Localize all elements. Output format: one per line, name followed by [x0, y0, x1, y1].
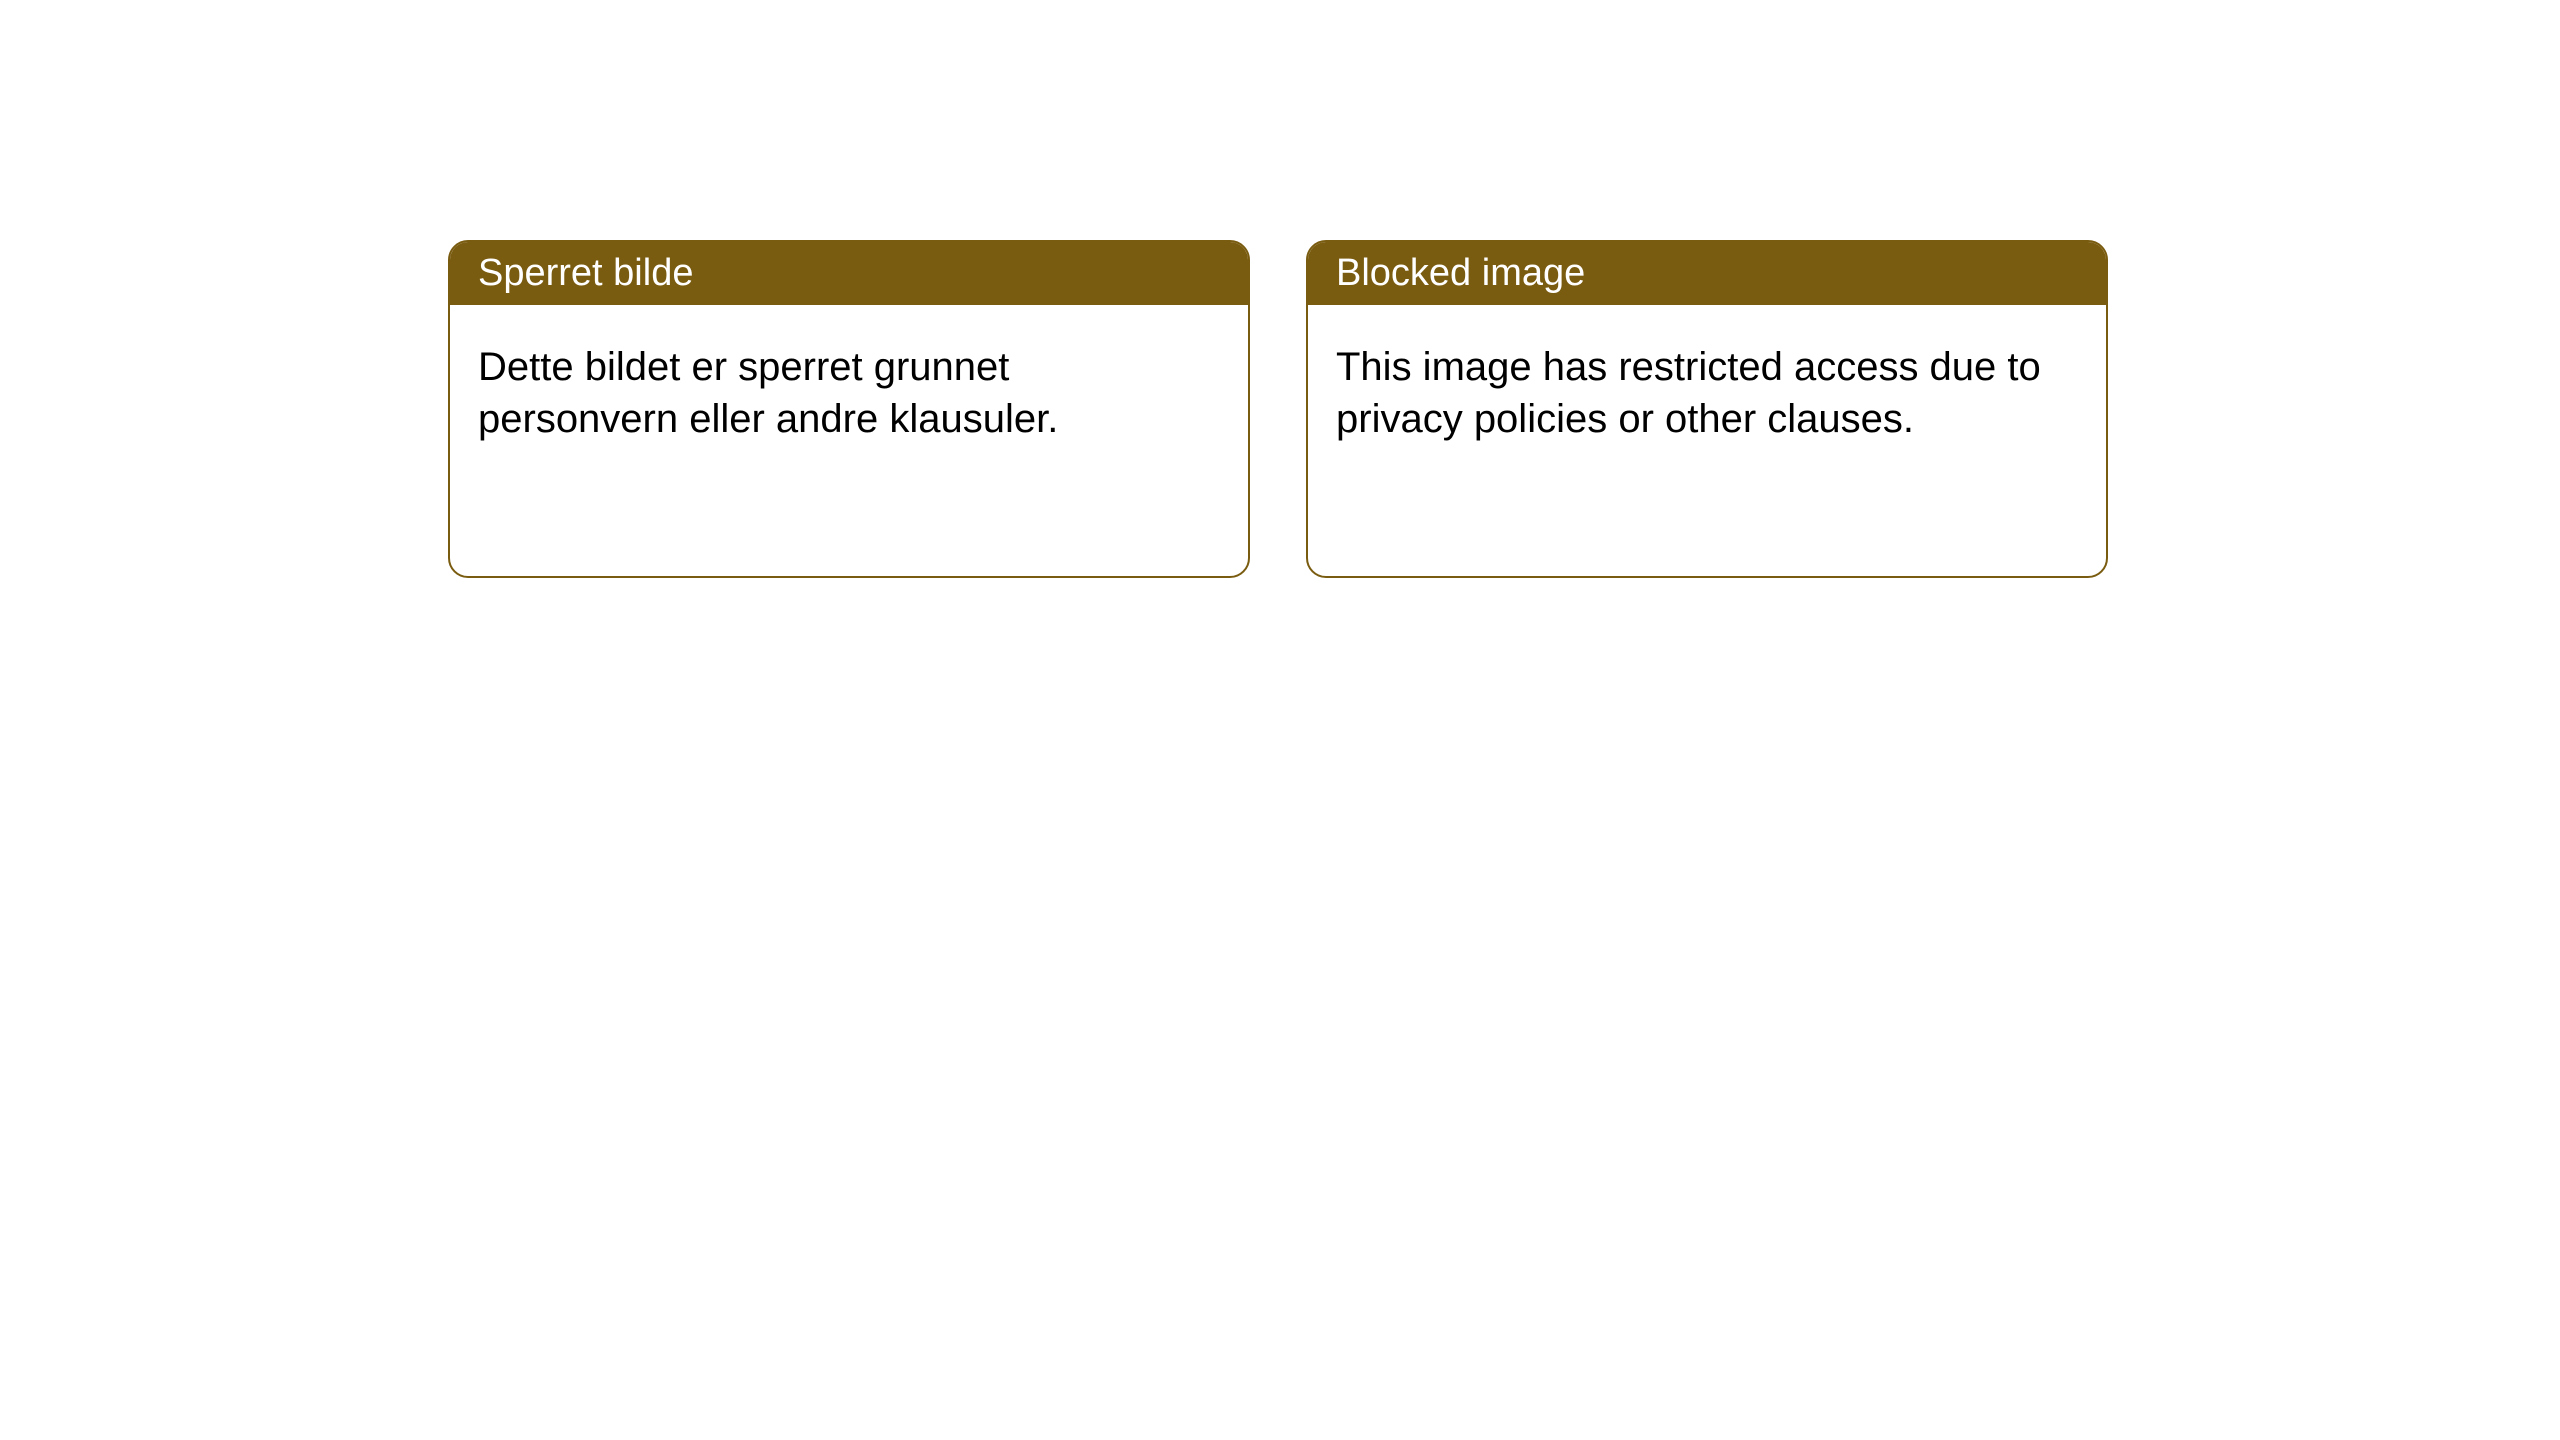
notice-card-title: Sperret bilde — [450, 242, 1248, 305]
notice-card-title: Blocked image — [1308, 242, 2106, 305]
notice-card-english: Blocked image This image has restricted … — [1306, 240, 2108, 578]
notice-card-body: Dette bildet er sperret grunnet personve… — [450, 305, 1248, 481]
notice-card-body: This image has restricted access due to … — [1308, 305, 2106, 481]
notice-card-norwegian: Sperret bilde Dette bildet er sperret gr… — [448, 240, 1250, 578]
notice-container: Sperret bilde Dette bildet er sperret gr… — [0, 0, 2560, 578]
